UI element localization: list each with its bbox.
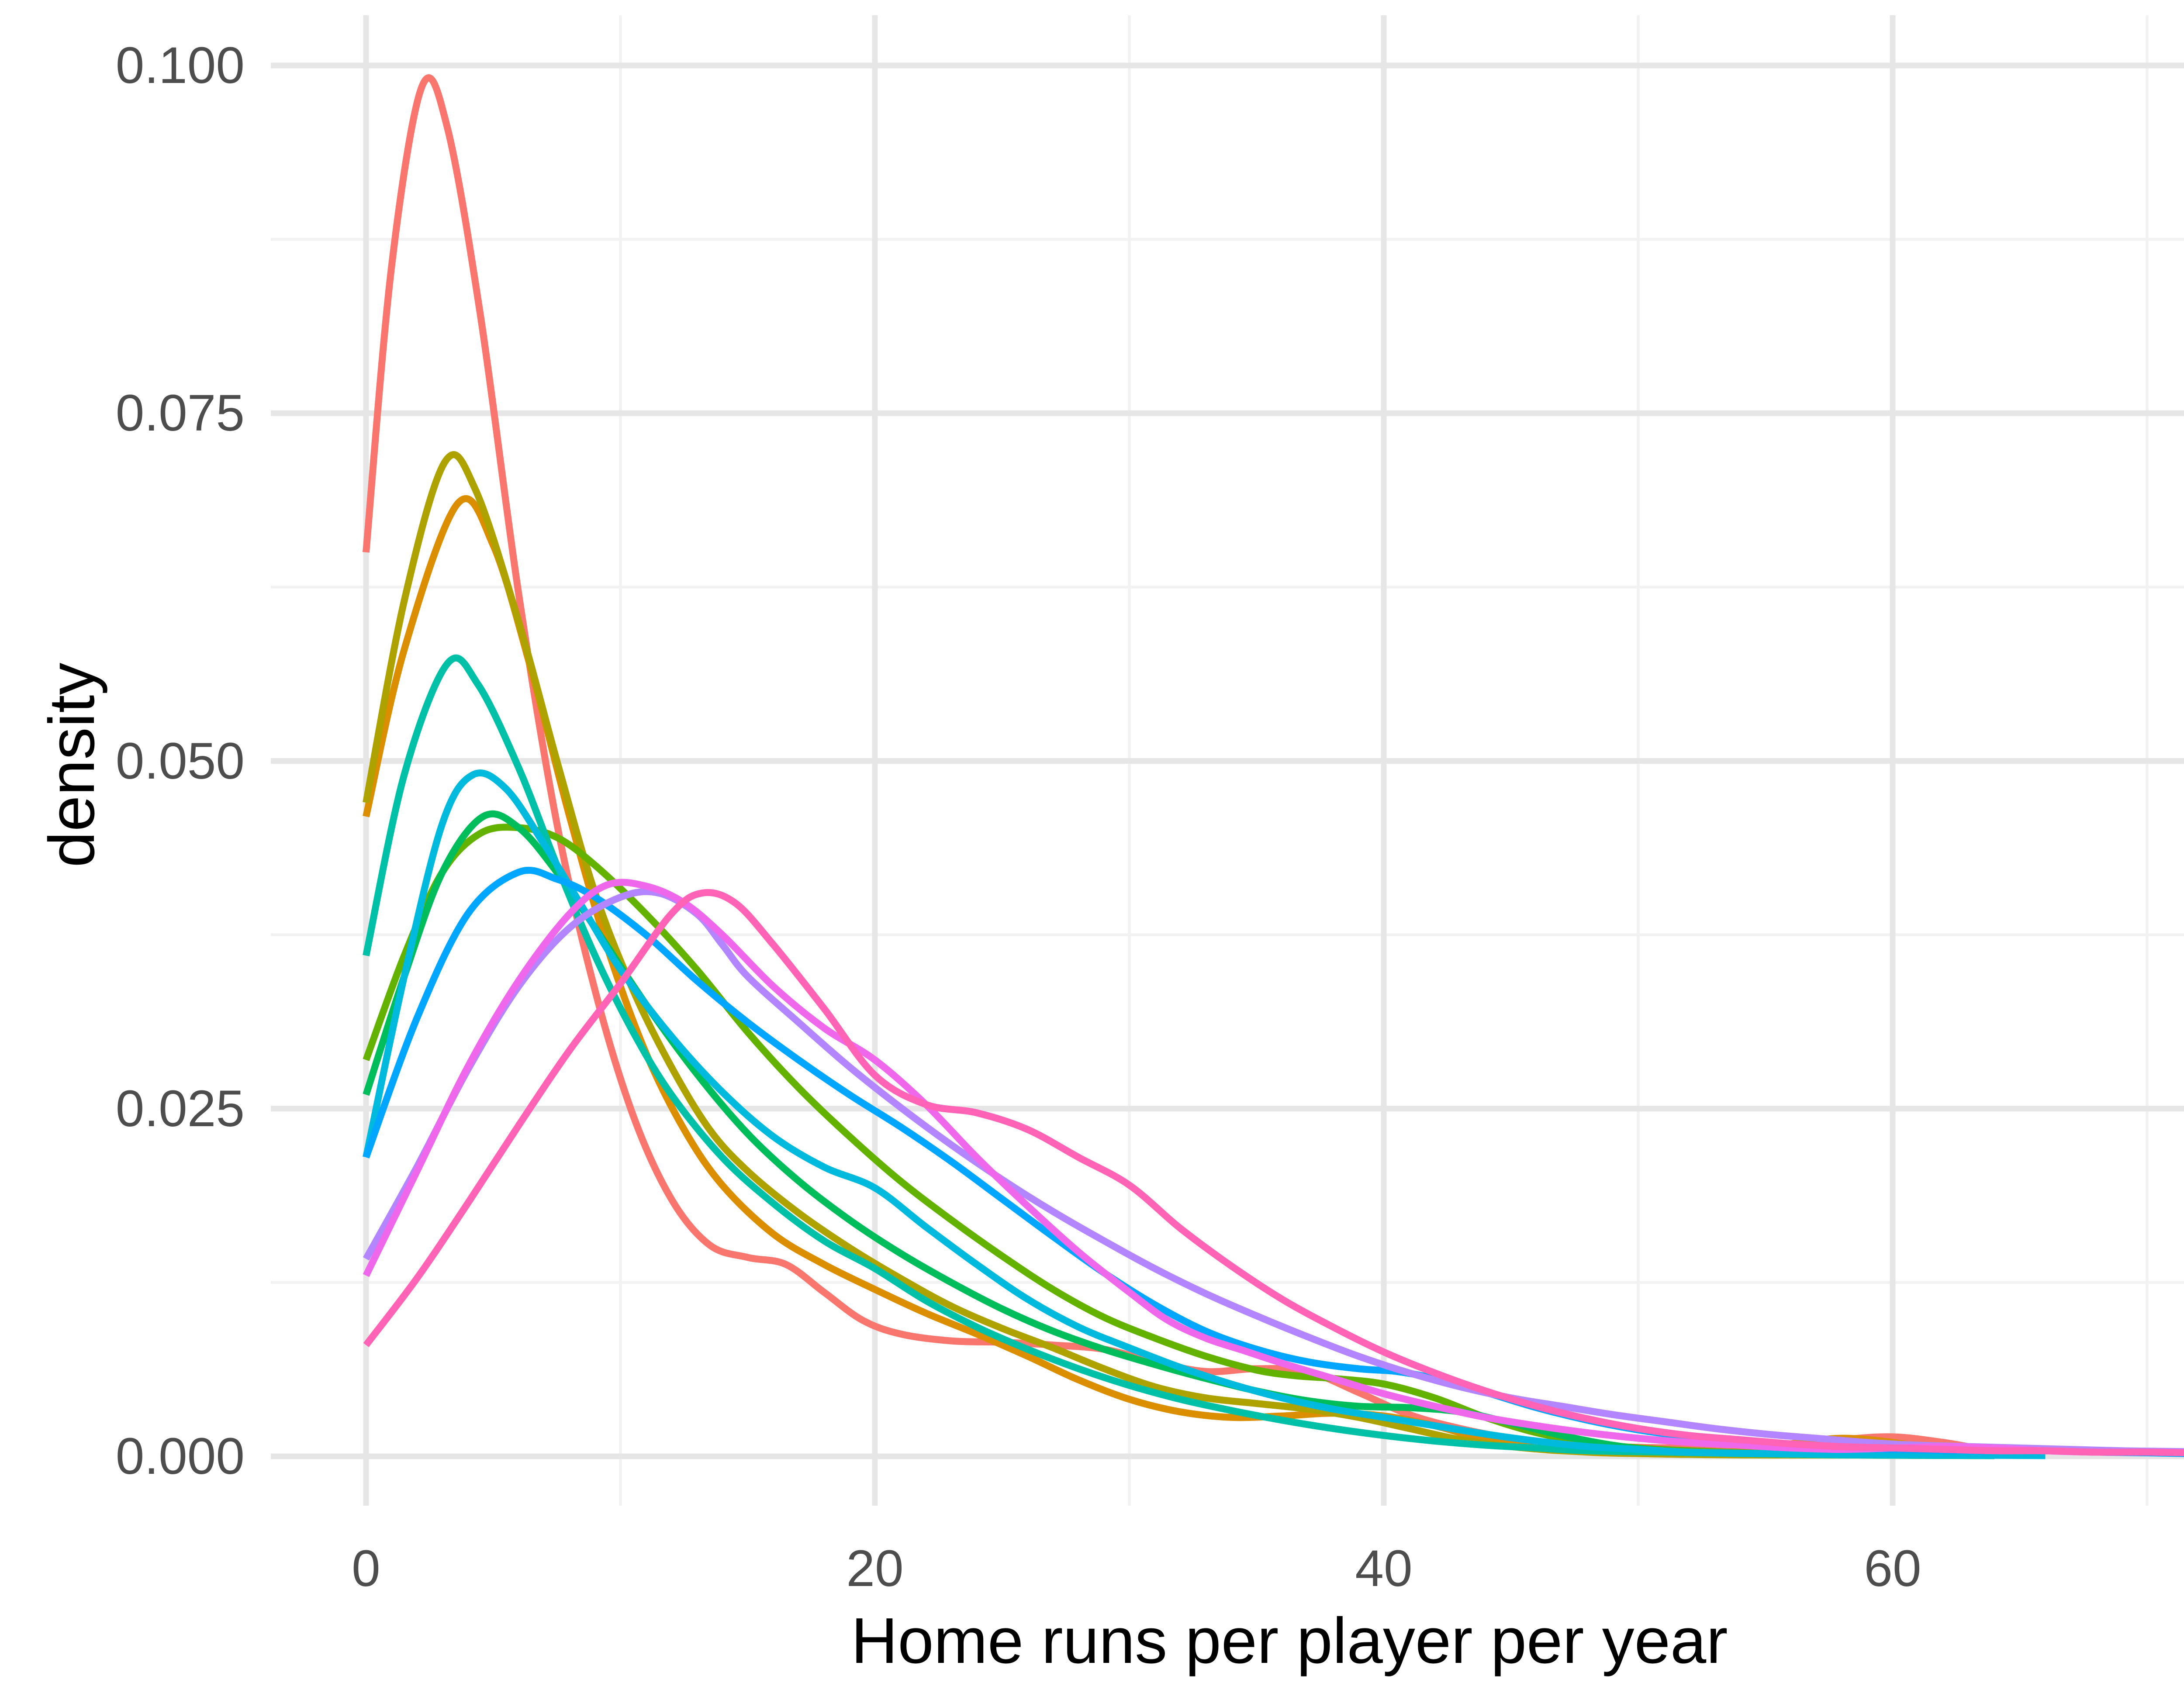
density-curve-1970s [363, 654, 1995, 1459]
density-curve-1960s [363, 810, 1995, 1459]
y-tick-label: 0.000 [115, 1428, 245, 1485]
y-axis-title: density [36, 662, 108, 868]
density-curve-2000s [363, 888, 2184, 1455]
x-tick-label: 60 [1864, 1540, 1921, 1597]
y-tick-label: 0.100 [115, 37, 245, 94]
x-tick-label: 20 [846, 1540, 904, 1597]
x-axis-title: Home runs per player per year [851, 1605, 1728, 1677]
x-tick-label: 0 [352, 1540, 380, 1597]
density-curve-2020s [363, 889, 2184, 1456]
y-tick-label: 0.050 [115, 732, 245, 790]
y-tick-label: 0.075 [115, 384, 245, 442]
y-tick-label: 0.025 [115, 1079, 245, 1138]
density-curve-1980s [363, 769, 2046, 1459]
x-tick-label: 40 [1355, 1540, 1413, 1597]
